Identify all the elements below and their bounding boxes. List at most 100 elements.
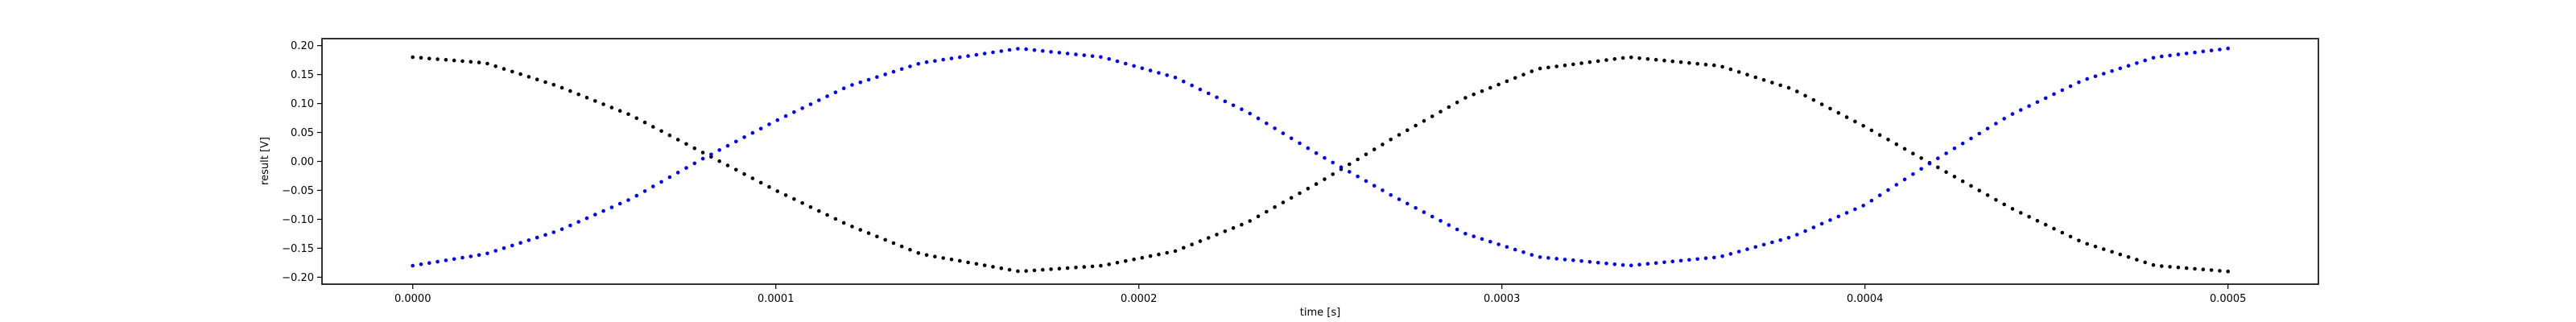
data-point bbox=[1173, 76, 1178, 80]
data-point bbox=[1206, 91, 1211, 96]
data-point bbox=[617, 109, 622, 113]
data-point bbox=[1819, 102, 1824, 106]
data-point bbox=[485, 251, 489, 256]
data-point bbox=[526, 238, 531, 242]
data-point bbox=[2184, 52, 2189, 56]
data-point bbox=[1016, 47, 1020, 51]
data-point bbox=[1265, 209, 1269, 214]
data-point bbox=[1496, 242, 1501, 246]
data-point bbox=[1505, 245, 1509, 250]
data-point bbox=[1148, 68, 1153, 72]
data-point bbox=[1381, 188, 1385, 192]
data-point bbox=[1281, 200, 1286, 204]
data-point bbox=[1994, 122, 1998, 126]
data-point bbox=[916, 251, 921, 255]
x-tick-label: 0.0002 bbox=[1121, 293, 1158, 305]
data-point bbox=[1712, 63, 1716, 68]
data-point bbox=[817, 98, 821, 102]
data-point bbox=[1356, 174, 1360, 179]
data-point bbox=[452, 257, 456, 262]
data-point bbox=[808, 204, 813, 209]
data-point bbox=[974, 262, 979, 266]
data-point bbox=[1513, 247, 1517, 252]
data-point bbox=[2126, 64, 2131, 68]
data-point bbox=[1969, 136, 1973, 141]
data-point bbox=[543, 233, 547, 237]
data-point bbox=[584, 96, 589, 100]
data-point bbox=[1687, 60, 1691, 65]
data-point bbox=[2184, 266, 2189, 270]
data-point bbox=[626, 112, 630, 117]
data-point bbox=[1936, 156, 1940, 160]
data-point bbox=[1472, 93, 1476, 97]
data-point bbox=[601, 208, 605, 213]
data-point bbox=[2151, 262, 2156, 267]
data-point bbox=[1065, 52, 1070, 56]
data-point bbox=[1869, 198, 1874, 203]
data-point bbox=[1919, 167, 1923, 171]
data-point bbox=[2060, 230, 2065, 235]
data-point bbox=[1936, 165, 1940, 170]
data-point bbox=[2068, 234, 2073, 239]
data-point bbox=[2052, 226, 2056, 231]
data-point bbox=[477, 253, 481, 258]
data-point bbox=[1082, 265, 1087, 269]
data-point bbox=[1198, 87, 1203, 92]
data-point bbox=[1728, 67, 1733, 72]
data-point bbox=[2176, 265, 2181, 270]
data-point bbox=[1612, 57, 1617, 61]
data-point bbox=[1778, 83, 1782, 88]
data-point bbox=[1546, 256, 1550, 260]
data-point bbox=[2168, 53, 2172, 58]
data-point bbox=[1090, 54, 1095, 58]
data-point bbox=[1877, 193, 1882, 197]
data-point bbox=[1215, 95, 1219, 100]
data-point bbox=[1414, 123, 1418, 128]
data-point bbox=[2143, 260, 2147, 265]
y-tick-label: 0.05 bbox=[291, 127, 314, 139]
data-point bbox=[1554, 64, 1558, 68]
data-point bbox=[1082, 53, 1087, 57]
data-point bbox=[974, 52, 979, 57]
y-tick-label: 0.10 bbox=[291, 98, 314, 110]
data-point bbox=[1736, 250, 1741, 254]
data-point bbox=[875, 75, 879, 79]
data-point bbox=[1803, 229, 1807, 233]
data-point bbox=[1198, 239, 1203, 243]
data-point bbox=[1397, 133, 1402, 137]
data-point bbox=[933, 59, 937, 63]
data-point bbox=[1728, 252, 1733, 256]
data-point bbox=[1074, 266, 1078, 270]
data-point bbox=[2193, 266, 2197, 271]
data-point bbox=[518, 241, 522, 246]
data-point bbox=[1480, 237, 1484, 242]
data-point bbox=[1132, 64, 1136, 68]
data-point bbox=[2002, 117, 2006, 121]
data-point bbox=[510, 69, 514, 74]
data-point bbox=[2035, 218, 2040, 223]
data-point bbox=[1140, 255, 1145, 260]
data-point bbox=[1273, 126, 1277, 130]
data-point bbox=[1256, 214, 1261, 219]
data-point bbox=[651, 125, 655, 129]
data-point bbox=[584, 216, 589, 221]
data-point bbox=[2102, 72, 2106, 76]
data-point bbox=[1836, 214, 1841, 219]
data-point bbox=[1811, 225, 1816, 229]
data-point bbox=[593, 213, 597, 217]
data-point bbox=[1944, 170, 1948, 174]
data-point bbox=[2209, 268, 2214, 272]
data-point bbox=[684, 166, 688, 170]
data-point bbox=[875, 234, 879, 239]
data-point bbox=[1455, 227, 1459, 232]
data-point bbox=[2077, 238, 2081, 243]
data-point bbox=[850, 83, 854, 87]
data-point bbox=[1712, 255, 1716, 260]
data-point bbox=[1861, 204, 1865, 208]
data-point bbox=[1231, 225, 1236, 230]
data-point bbox=[758, 180, 763, 185]
data-point bbox=[1653, 57, 1658, 62]
data-point bbox=[700, 156, 705, 161]
data-point bbox=[1389, 138, 1393, 142]
data-point bbox=[1157, 252, 1161, 257]
